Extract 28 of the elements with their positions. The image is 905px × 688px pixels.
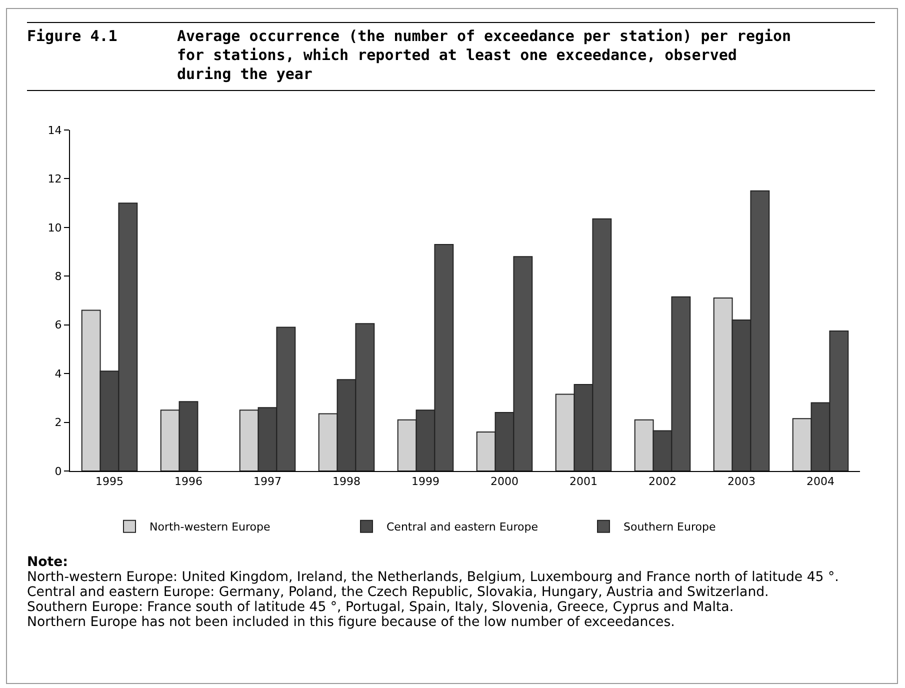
- caption: Figure 4.1: [27, 27, 118, 47]
- text: North-western Europe: United Kingdom, Ireland, the Netherlands, Belgium, Luxembourg and France north of latitude 45 °.: [27, 570, 840, 585]
- x-tick-label: 1997: [254, 475, 282, 488]
- x-tick-label: 2004: [806, 475, 834, 488]
- x-tick-label: 1995: [96, 475, 124, 488]
- legend-label: North-western Europe: [150, 520, 271, 534]
- text: Note:: [27, 555, 69, 570]
- y-tick-label: 10: [48, 221, 62, 234]
- y-tick-label: 8: [54, 270, 62, 283]
- legend-label: Central and eastern Europe: [386, 520, 538, 534]
- y-tick-label: 4: [54, 367, 62, 380]
- y-tick-label: 2: [54, 416, 62, 430]
- y-tick-label: 0: [54, 464, 62, 478]
- x-tick-label: 2001: [570, 475, 598, 488]
- y-tick-label: 6: [54, 318, 62, 332]
- x-tick-label: 2002: [648, 475, 676, 488]
- text: Southern Europe: France south of latitude 45 °, Portugal, Spain, Italy, Slovenia, Greece, Cyprus and Malta.: [27, 600, 735, 615]
- x-tick-label: 2003: [728, 475, 756, 488]
- y-tick-label: 14: [48, 124, 62, 137]
- text: Northern Europe has not been included in this figure because of the low number of exceedances.: [27, 615, 676, 630]
- x-tick-label: 1999: [412, 475, 440, 488]
- legend-label: Southern Europe: [624, 520, 716, 534]
- text: Central and eastern Europe: Germany, Poland, the Czech Republic, Slovakia, Hungary, Austria and Switzerland.: [27, 585, 770, 600]
- chart-title: Average occurrence (the number of exceedance per station) per region for stations, which reported at least one exceedance, observed during the year: [177, 27, 792, 84]
- x-tick-label: 1996: [174, 475, 202, 488]
- x-tick-label: 2000: [490, 475, 518, 488]
- y-tick-label: 12: [48, 172, 62, 186]
- x-tick-label: 1998: [332, 475, 360, 488]
